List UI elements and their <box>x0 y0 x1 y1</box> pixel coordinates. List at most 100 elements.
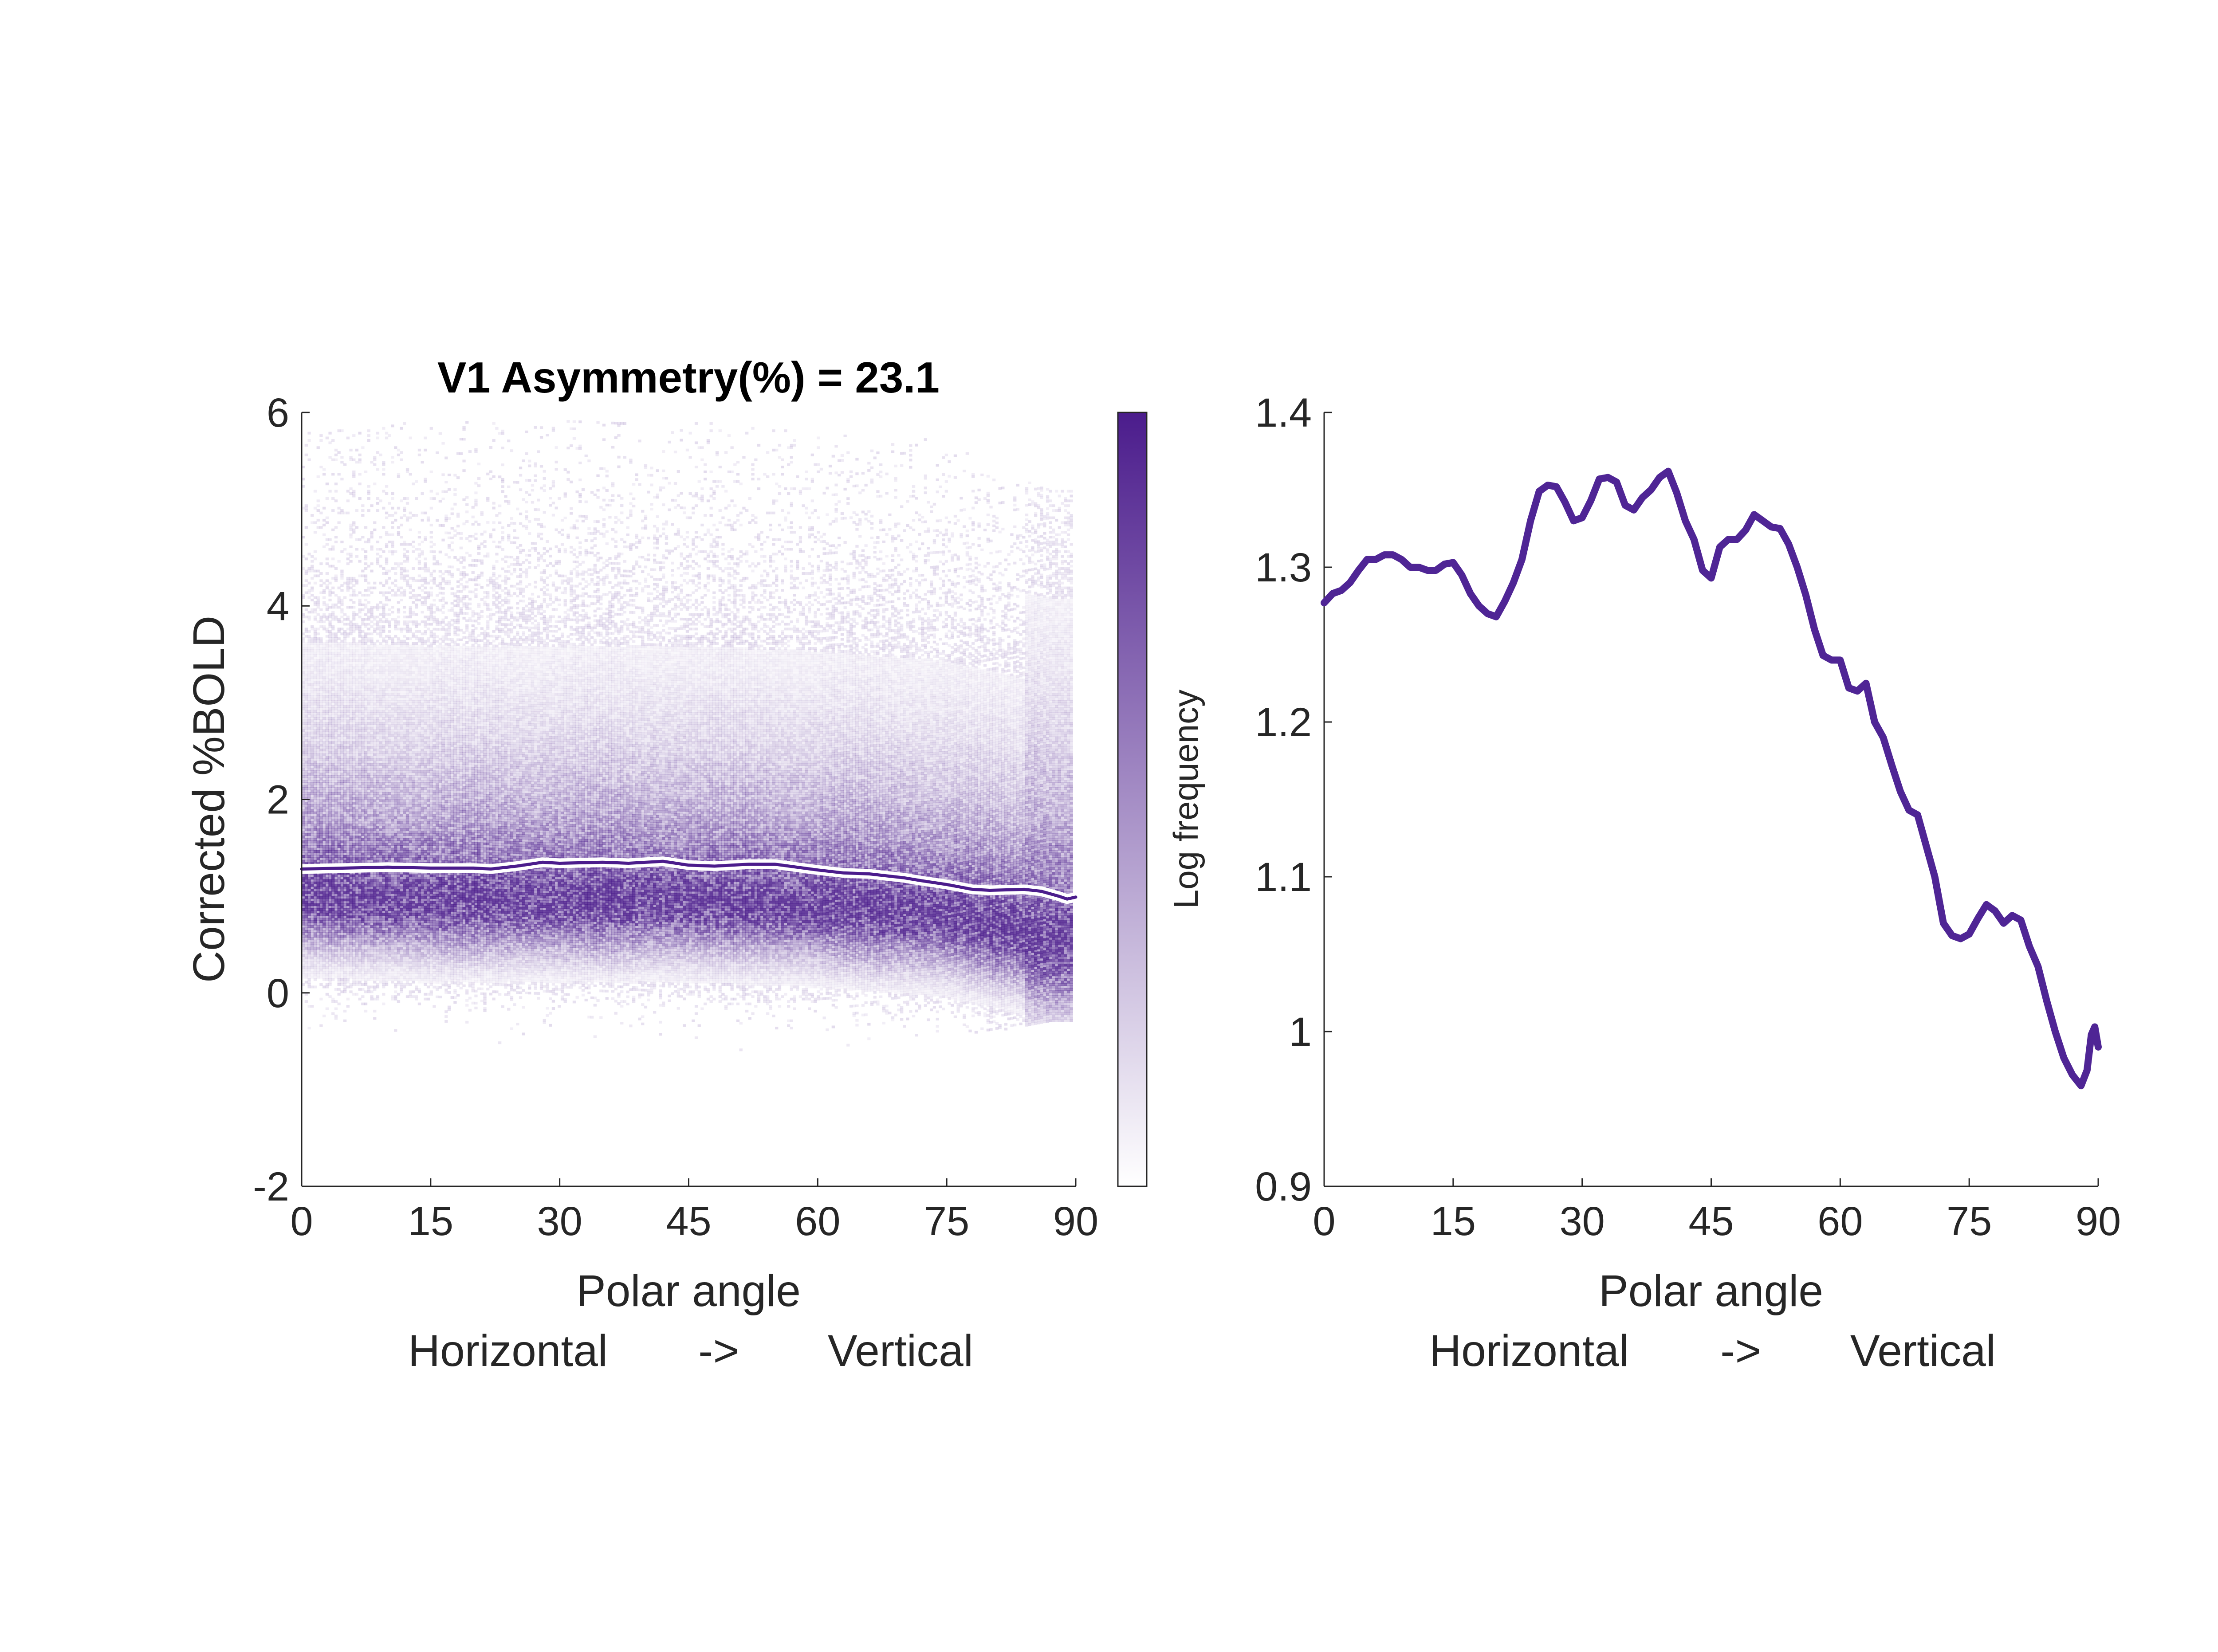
heatmap-cell <box>379 939 382 942</box>
heatmap-cell <box>388 550 391 553</box>
heatmap-cell <box>328 806 332 809</box>
heatmap-cell <box>313 654 317 657</box>
heatmap-cell <box>367 439 370 442</box>
heatmap-cell <box>376 553 380 556</box>
heatmap-cell <box>304 843 308 846</box>
heatmap-cell <box>343 872 347 875</box>
heatmap-cell <box>388 765 391 769</box>
heatmap-cell <box>346 964 350 967</box>
heatmap-cell <box>343 918 347 921</box>
heatmap-cell <box>391 848 394 851</box>
heatmap-cell <box>316 828 320 831</box>
heatmap-cell <box>346 664 350 667</box>
heatmap-cell <box>388 913 391 916</box>
heatmap-cell <box>361 809 365 812</box>
heatmap-cell <box>304 966 308 969</box>
heatmap-cell <box>367 678 370 681</box>
heatmap-cell <box>337 949 341 952</box>
heatmap-cell <box>343 691 347 694</box>
heatmap-cell <box>376 625 380 628</box>
heatmap-cell <box>376 932 380 935</box>
heatmap-cell <box>304 676 308 679</box>
heatmap-cell <box>304 722 308 725</box>
heatmap-cell <box>322 678 326 681</box>
heatmap-cell <box>322 782 326 785</box>
heatmap-cell <box>370 731 374 734</box>
heatmap-cell <box>379 964 382 967</box>
heatmap-cell <box>388 753 391 756</box>
heatmap-cell <box>307 654 311 657</box>
heatmap-cell <box>388 964 391 967</box>
heatmap-cell <box>376 741 380 744</box>
heatmap-cell <box>361 785 365 788</box>
heatmap-cell <box>319 724 323 727</box>
heatmap-cell <box>302 889 305 892</box>
heatmap-cell <box>328 922 332 926</box>
heatmap-cell <box>331 613 335 616</box>
heatmap-cell <box>367 724 370 727</box>
heatmap-cell <box>307 746 311 749</box>
heatmap-cell <box>376 908 380 911</box>
heatmap-cell <box>319 700 323 703</box>
heatmap-cell <box>331 964 335 967</box>
heatmap-cell <box>373 799 377 802</box>
heatmap-cell <box>361 763 365 766</box>
heatmap-cell <box>358 918 362 921</box>
heatmap-cell <box>385 937 389 940</box>
heatmap-cell <box>385 859 389 863</box>
heatmap-cell <box>382 656 385 659</box>
heatmap-cell <box>391 901 394 904</box>
heatmap-cell <box>331 628 335 631</box>
heatmap-cell <box>311 555 314 558</box>
heatmap-cell <box>346 729 350 732</box>
heatmap-cell <box>313 976 317 979</box>
heatmap-cell <box>331 889 335 892</box>
heatmap-cell <box>328 441 332 444</box>
heatmap-cell <box>337 983 341 986</box>
heatmap-cell <box>382 1002 385 1005</box>
heatmap-cell <box>337 724 341 727</box>
heatmap-cell <box>331 528 335 531</box>
heatmap-cell <box>316 915 320 918</box>
heatmap-cell <box>319 756 323 759</box>
heatmap-cell <box>358 659 362 662</box>
heatmap-cell <box>302 939 305 942</box>
heatmap-cell <box>385 957 389 960</box>
heatmap-cell <box>316 833 320 836</box>
heatmap-cell <box>364 872 368 875</box>
heatmap-cell <box>316 944 320 947</box>
heatmap-cell <box>388 952 391 955</box>
heatmap-cell <box>385 831 389 834</box>
heatmap-cell <box>325 969 329 972</box>
heatmap-cell <box>358 821 362 824</box>
heatmap-cell <box>340 874 344 877</box>
heatmap-cell <box>322 814 326 817</box>
heatmap-cell <box>313 691 317 694</box>
heatmap-cell <box>316 693 320 696</box>
heatmap-cell <box>313 957 317 960</box>
heatmap-cell <box>319 584 323 587</box>
heatmap-cell <box>352 531 356 534</box>
heatmap-cell <box>355 947 359 950</box>
heatmap-cell <box>379 717 382 720</box>
heatmap-cell <box>352 845 356 848</box>
heatmap-cell <box>382 698 385 701</box>
heatmap-cell <box>355 579 359 582</box>
heatmap-cell <box>358 874 362 877</box>
heatmap-cell <box>307 952 311 955</box>
heatmap-cell <box>355 874 359 877</box>
heatmap-cell <box>388 773 391 776</box>
heatmap-cell <box>316 959 320 962</box>
heatmap-cell <box>385 712 389 715</box>
heatmap-cell <box>358 683 362 686</box>
heatmap-cell <box>313 632 317 636</box>
heatmap-cell <box>364 918 368 921</box>
heatmap-cell <box>322 894 326 897</box>
heatmap-cell <box>373 702 377 706</box>
heatmap-cell <box>328 983 332 986</box>
heatmap-cell <box>304 698 308 701</box>
heatmap-cell <box>352 601 356 604</box>
heatmap-cell <box>388 736 391 739</box>
heatmap-cell <box>388 855 391 858</box>
heatmap-cell <box>319 828 323 831</box>
